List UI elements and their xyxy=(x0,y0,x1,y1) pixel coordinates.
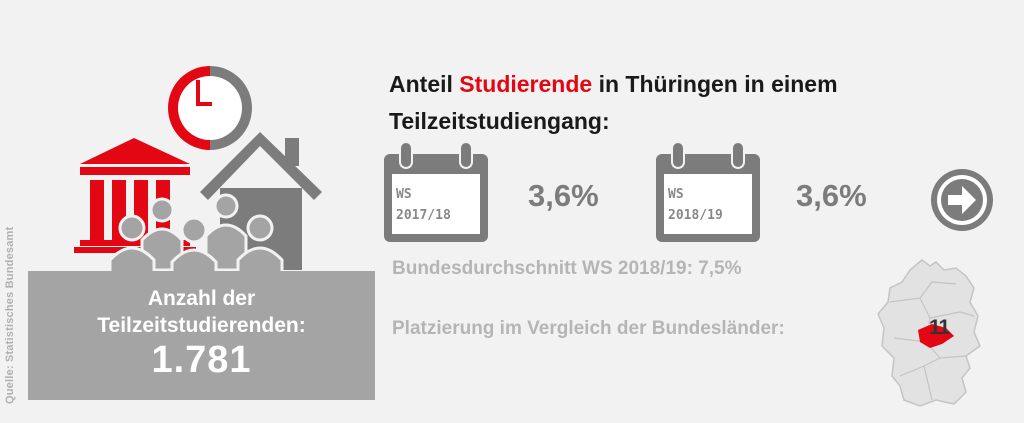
semester-year: 2017/18 xyxy=(396,208,451,223)
share-value-ws-2017-18: 3,6% xyxy=(528,178,599,213)
source-note: Quelle: Statistisches Bundesamt xyxy=(4,226,16,404)
count-label-line1: Anzahl der xyxy=(147,287,256,310)
calendar-text: WS 2017/18 xyxy=(396,184,451,226)
germany-map-icon xyxy=(877,259,981,407)
calendar-ws-2017-18: WS 2017/18 xyxy=(380,140,492,246)
calendar-icon xyxy=(384,141,488,242)
semester-year: 2018/19 xyxy=(668,208,723,223)
ranking-label: Platzierung im Vergleich der Bundeslände… xyxy=(392,318,785,339)
headline: Anteil Studierende in Thüringen in einem… xyxy=(389,66,849,140)
ranking-value: 11 xyxy=(929,316,950,339)
count-label: Anzahl der Teilzeitstudierenden: xyxy=(28,285,375,339)
headline-highlight: Studierende xyxy=(459,71,593,97)
illustration xyxy=(74,66,322,275)
calendar-icon xyxy=(656,141,760,242)
calendar-text: WS 2018/19 xyxy=(668,184,723,226)
semester-label: WS xyxy=(668,187,684,202)
calendar-ws-2018-19: WS 2018/19 xyxy=(652,140,764,246)
people-group-icon xyxy=(108,193,284,275)
part-time-student-count-box: Anzahl der Teilzeitstudierenden: 1.781 xyxy=(28,271,375,400)
arrow-right-circle-icon[interactable] xyxy=(928,166,996,234)
share-value-ws-2018-19: 3,6% xyxy=(796,178,867,213)
semester-label: WS xyxy=(396,187,412,202)
headline-line2: Teilzeitstudiengang: xyxy=(389,108,610,134)
count-value: 1.781 xyxy=(151,339,252,381)
federal-average: Bundesdurchschnitt WS 2018/19: 7,5% xyxy=(392,258,742,279)
headline-suffix: in Thüringen in einem xyxy=(592,71,838,97)
headline-prefix: Anteil xyxy=(389,71,460,97)
clock-icon xyxy=(168,66,252,150)
count-label-line2: Teilzeitstudierenden: xyxy=(97,314,306,337)
